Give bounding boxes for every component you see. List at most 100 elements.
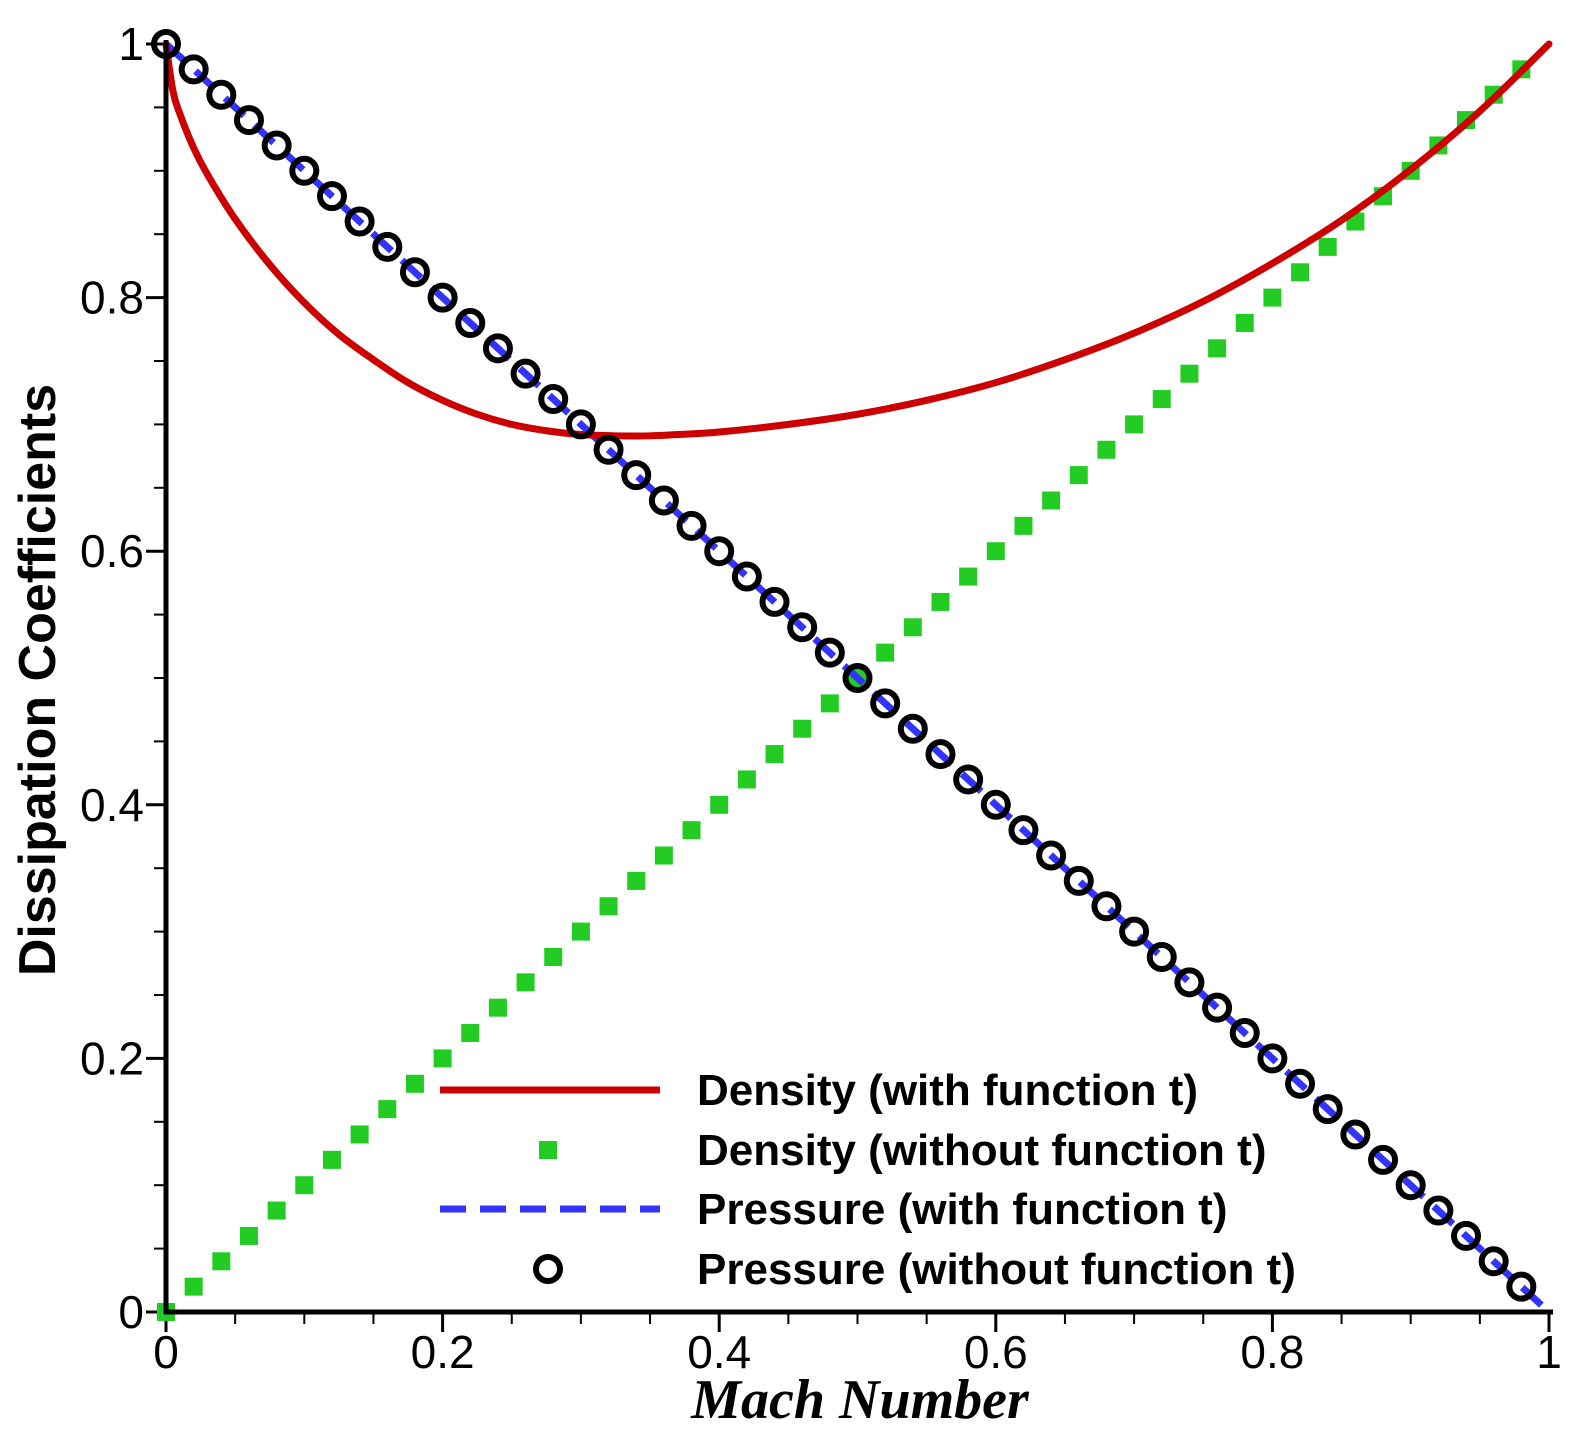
x-axis-label: Mach Number: [690, 1369, 1030, 1431]
pressure-without-t-marker: [1340, 1119, 1371, 1150]
density-without-t-marker: [654, 846, 673, 865]
density-without-t-marker: [571, 922, 590, 941]
pressure-without-t-marker: [1063, 865, 1094, 896]
density-without-t-marker: [931, 592, 950, 611]
y-tick-label: 1: [118, 18, 144, 70]
density-without-t-marker: [461, 1024, 480, 1043]
pressure-without-t-marker: [565, 409, 596, 440]
pressure-without-t-marker: [510, 358, 541, 389]
pressure-without-t-marker: [953, 764, 984, 795]
pressure-without-t-marker: [233, 105, 264, 136]
pressure-without-t-marker: [1174, 967, 1205, 998]
pressure-without-t-marker: [538, 384, 569, 415]
density-without-t-marker: [627, 871, 646, 890]
pressure-without-t-marker: [1506, 1271, 1537, 1302]
pressure-without-t-marker: [1146, 941, 1177, 972]
pressure-without-t-marker: [482, 333, 513, 364]
pressure-without-t-marker: [427, 282, 458, 313]
pressure-without-t-marker: [842, 663, 873, 693]
y-tick-label: 0.6: [80, 525, 144, 577]
density-without-t-marker: [295, 1176, 314, 1195]
density-without-t-marker: [820, 694, 839, 713]
x-tick-label: 1: [1536, 1326, 1562, 1378]
x-tick-label: 0.2: [411, 1326, 475, 1378]
density-without-t-marker: [682, 821, 701, 840]
pressure-without-t-marker: [455, 307, 486, 338]
pressure-without-t-marker: [704, 536, 735, 567]
pressure-without-t-marker: [814, 637, 845, 668]
pressure-without-t-marker: [1229, 1018, 1260, 1049]
density-without-t-marker: [488, 998, 507, 1017]
density-without-t-marker: [322, 1150, 341, 1169]
pressure-without-t-marker: [399, 257, 430, 288]
density-without-t-marker: [1097, 440, 1116, 459]
pressure-without-t-marker: [787, 612, 818, 643]
density-without-t-marker: [267, 1201, 286, 1220]
density-without-t-marker: [1042, 491, 1061, 510]
density-without-t-marker: [737, 770, 756, 789]
density-without-t-marker: [1152, 390, 1171, 409]
pressure-without-t-marker: [261, 130, 292, 161]
density-without-t-marker: [516, 973, 535, 992]
density-without-t-marker: [903, 618, 922, 637]
density-without-t-marker: [876, 643, 895, 662]
pressure-without-t-marker: [648, 485, 679, 516]
pressure-without-t-marker: [731, 561, 762, 592]
pressure-without-t-marker: [1451, 1220, 1482, 1251]
pressure-without-t-marker: [178, 54, 209, 85]
density-without-t-marker: [793, 719, 812, 738]
legend-label: Density (with function t): [697, 1066, 1198, 1115]
legend-label: Density (without function t): [697, 1126, 1266, 1175]
density-without-t-marker: [405, 1074, 424, 1093]
legend-density-without-t-symbol: [539, 1141, 557, 1159]
density-without-t-marker: [239, 1226, 258, 1245]
y-tick-label: 0.4: [80, 779, 144, 831]
pressure-without-t-marker: [289, 155, 320, 186]
pressure-without-t-marker: [621, 460, 652, 491]
y-tick-label: 0: [118, 1286, 144, 1338]
density-without-t-marker: [378, 1100, 397, 1119]
pressure-without-t-marker: [372, 231, 403, 262]
pressure-without-t-marker: [1285, 1068, 1316, 1099]
pressure-without-t-marker: [1478, 1246, 1509, 1277]
pressure-without-t-marker: [1423, 1195, 1454, 1226]
density-without-t-marker: [1291, 263, 1310, 282]
pressure-without-t-marker: [980, 789, 1011, 820]
pressure-without-t-marker: [1008, 815, 1039, 846]
density-without-t-marker: [433, 1049, 452, 1068]
density-without-t-marker: [1208, 339, 1227, 358]
y-axis-label: Dissipation Coefficients: [9, 384, 67, 976]
density-without-t-marker: [544, 947, 563, 966]
pressure-without-t-marker: [925, 739, 956, 770]
density-without-t-marker: [184, 1277, 203, 1296]
pressure-without-t-marker: [676, 510, 707, 541]
pressure-without-t-marker: [344, 206, 375, 237]
x-tick-label: 0.4: [687, 1326, 751, 1378]
pressure-without-t-marker: [870, 688, 901, 719]
density-without-t-marker: [986, 542, 1005, 561]
y-tick-label: 0.8: [80, 272, 144, 324]
density-without-t-marker: [1263, 288, 1282, 307]
pressure-without-t-marker: [759, 586, 790, 617]
density-without-t-marker: [1235, 313, 1254, 332]
pressure-without-t-marker: [593, 434, 624, 465]
pressure-without-t-marker: [316, 181, 347, 212]
axes: [163, 40, 1553, 1315]
tick-labels: 0 0.2 0.4 0.6 0.8 1 0 0.2 0.4 0.6 0.8 1: [80, 18, 1562, 1378]
density-without-t-marker: [1125, 415, 1144, 434]
series-layer: [151, 29, 1553, 1321]
pressure-with-t-line: [163, 41, 1552, 1315]
pressure-without-t-marker: [1312, 1094, 1343, 1125]
density-without-t-marker: [710, 795, 729, 814]
density-without-t-marker: [959, 567, 978, 586]
pressure-without-t-marker: [1119, 916, 1150, 947]
legend: Density (with function t) Density (withou…: [440, 1066, 1296, 1294]
pressure-without-t-marker: [1395, 1170, 1426, 1201]
legend-label: Pressure (with function t): [697, 1185, 1227, 1234]
x-tick-label: 0.6: [964, 1326, 1028, 1378]
density-without-t-marker: [1318, 237, 1337, 256]
pressure-without-t-marker: [206, 79, 237, 110]
density-without-t-marker: [765, 745, 784, 764]
x-tick-label: 0.8: [1240, 1326, 1304, 1378]
